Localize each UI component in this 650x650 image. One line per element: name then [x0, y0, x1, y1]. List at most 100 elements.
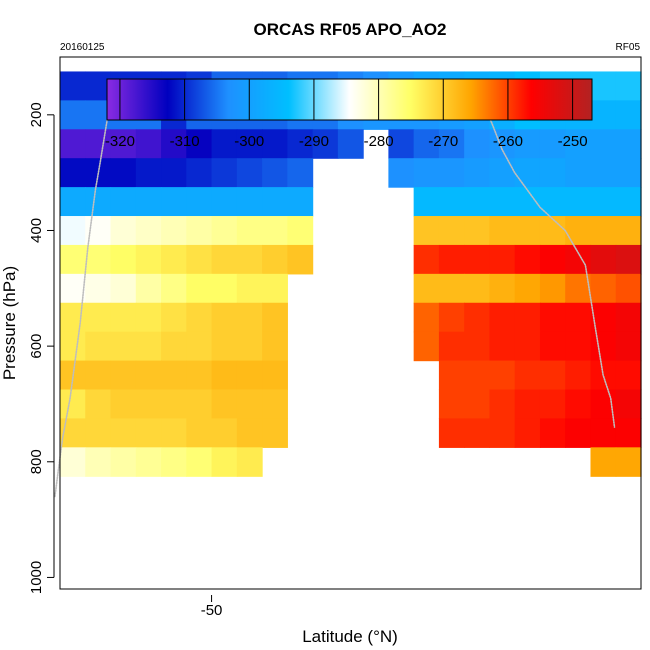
- heatmap-cell: [413, 244, 440, 275]
- heatmap-cell: [489, 360, 516, 391]
- heatmap-cell: [590, 418, 617, 448]
- heatmap-cell: [287, 158, 314, 188]
- heatmap-cell: [60, 158, 86, 188]
- x-tick-label: -50: [201, 602, 223, 619]
- plot-frame: [59, 56, 642, 590]
- heatmap-cell: [262, 129, 288, 159]
- heatmap-cell: [539, 360, 566, 391]
- heatmap-cell: [615, 389, 642, 420]
- heatmap-cell: [60, 100, 86, 130]
- heatmap-cell: [590, 158, 617, 188]
- heatmap-cell: [464, 187, 491, 217]
- colorbar-tick-label: -280: [364, 133, 394, 150]
- heatmap-cell: [135, 302, 162, 333]
- heatmap-cell: [514, 331, 541, 362]
- heatmap-cell: [539, 331, 566, 362]
- heatmap-cell: [110, 129, 137, 159]
- heatmap-cell: [489, 244, 516, 275]
- heatmap-cell: [262, 360, 288, 391]
- heatmap-cell: [60, 389, 86, 420]
- colorbar-tick-label: -290: [299, 133, 329, 150]
- colorbar-tick-label: -270: [428, 133, 458, 150]
- heatmap-cell: [161, 244, 187, 275]
- heatmap-cell: [287, 129, 314, 159]
- heatmap-cell: [489, 129, 516, 159]
- heatmap-cell: [262, 302, 288, 333]
- heatmap-cell: [85, 273, 112, 304]
- heatmap-cell: [110, 360, 137, 391]
- heatmap-cell: [590, 244, 617, 275]
- heatmap-cell: [135, 360, 162, 391]
- y-tick-label: 1000: [28, 561, 45, 594]
- heatmap-cell: [110, 418, 137, 448]
- heatmap-cell: [514, 389, 541, 420]
- heatmap-cell: [161, 447, 187, 477]
- heatmap-cell: [438, 158, 465, 188]
- heatmap-cell: [539, 389, 566, 420]
- heatmap-cell: [60, 418, 86, 448]
- x-axis-label: Latitude (°N): [302, 627, 398, 646]
- colorbar-tick-label: -260: [493, 133, 523, 150]
- colorbar-gradient: [107, 79, 592, 120]
- heatmap-cell: [565, 360, 592, 391]
- heatmap-cell: [161, 389, 187, 420]
- heatmap-cell: [565, 129, 592, 159]
- heatmap-cell: [464, 216, 491, 246]
- heatmap-cell: [287, 216, 314, 246]
- heatmap-cell: [211, 331, 238, 362]
- heatmap-cell: [489, 302, 516, 333]
- heatmap-cell: [413, 187, 440, 217]
- heatmap-cell: [312, 129, 339, 159]
- heatmap-cell: [211, 216, 238, 246]
- heatmap-cell: [161, 418, 187, 448]
- heatmap-cell: [464, 418, 491, 448]
- heatmap-cell: [85, 389, 112, 420]
- heatmap-cell: [590, 71, 617, 101]
- heatmap-cell: [615, 418, 642, 448]
- heatmap-cell: [438, 389, 465, 420]
- heatmap-cell: [514, 244, 541, 275]
- heatmap-cell: [590, 216, 617, 246]
- heatmap-cell: [615, 100, 642, 130]
- heatmap-cell: [135, 187, 162, 217]
- heatmap-cell: [262, 331, 288, 362]
- heatmap-cell: [161, 158, 187, 188]
- heatmap-cell: [186, 273, 213, 304]
- heatmap-cell: [161, 360, 187, 391]
- heatmap-cell: [514, 360, 541, 391]
- heatmap-cell: [135, 158, 162, 188]
- heatmap-cell: [262, 418, 288, 448]
- heatmap-cell: [464, 302, 491, 333]
- heatmap-cell: [539, 158, 566, 188]
- heatmap-cell: [236, 447, 263, 477]
- heatmap-cell: [514, 158, 541, 188]
- heatmap-cell: [135, 447, 162, 477]
- heatmap-cell: [161, 216, 187, 246]
- heatmap-cell: [135, 244, 162, 275]
- heatmap-cell: [262, 187, 288, 217]
- heatmap-cell: [161, 187, 187, 217]
- heatmap-cell: [262, 244, 288, 275]
- heatmap-cell: [489, 331, 516, 362]
- heatmap-cell: [438, 129, 465, 159]
- date-label: 20160125: [60, 42, 105, 53]
- heatmap-cell: [489, 389, 516, 420]
- heatmap-cell: [590, 273, 617, 304]
- heatmap-cell: [236, 360, 263, 391]
- axes: 200 400 600 800 1000 -50: [28, 102, 222, 619]
- heatmap-cell: [60, 447, 86, 477]
- heatmap-cell: [60, 216, 86, 246]
- heatmap-cells: [60, 71, 642, 477]
- y-tick-label: 200: [28, 102, 45, 127]
- heatmap-cell: [186, 244, 213, 275]
- heatmap-cell: [236, 418, 263, 448]
- heatmap-cell: [565, 244, 592, 275]
- heatmap-cell: [161, 302, 187, 333]
- heatmap-cell: [539, 273, 566, 304]
- heatmap-cell: [590, 331, 617, 362]
- heatmap-cell: [211, 187, 238, 217]
- heatmap-cell: [186, 158, 213, 188]
- heatmap-cell: [615, 158, 642, 188]
- heatmap-cell: [186, 418, 213, 448]
- heatmap-cell: [287, 187, 314, 217]
